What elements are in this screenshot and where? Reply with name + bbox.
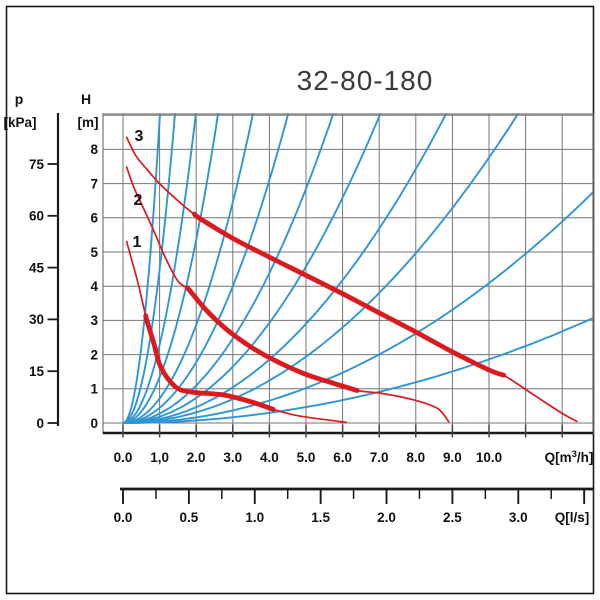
head-axis-symbol: H: [81, 91, 91, 107]
flow-tick-label: 7.0: [370, 450, 389, 465]
pressure-tick-label: 30: [29, 312, 44, 327]
pump-curve-label: 3: [135, 128, 144, 145]
system-curve: [122, 113, 219, 424]
flow-tick-label: 9.0: [443, 450, 462, 465]
pressure-axis-unit: [kPa]: [3, 115, 36, 130]
pump-curve-3-thick: [192, 211, 506, 378]
flow-tick-label: 5.0: [297, 450, 316, 465]
curves: [122, 113, 593, 424]
flow-tick-label: 3.0: [223, 450, 242, 465]
head-tick-label: 3: [90, 313, 98, 328]
grid: [103, 114, 593, 433]
head-tick-label: 4: [90, 279, 98, 294]
head-tick-label: 5: [90, 245, 98, 260]
system-curve: [122, 113, 335, 424]
head-tick-label: 8: [90, 142, 98, 157]
flow-tick-label: 10.0: [476, 450, 502, 465]
ls-tick-label: 0.5: [179, 510, 198, 525]
system-curve: [122, 113, 254, 424]
head-tick-label: 1: [90, 382, 98, 397]
pressure-axis-symbol: p: [15, 91, 24, 107]
head-tick-label: 6: [90, 211, 98, 226]
flow-axis-ls: 0.0 0.5 1.0 1.5 2.0 2.5 3.0 Q[l/s]: [114, 487, 593, 525]
system-curve: [122, 113, 519, 424]
ls-tick-label: 2.0: [377, 510, 396, 525]
flow-tick-label: 2.0: [187, 450, 206, 465]
system-curve: [122, 113, 161, 424]
ls-tick-label: 3.0: [509, 510, 528, 525]
flow-tick-label: 0.0: [114, 450, 133, 465]
ls-tick-label: 1.0: [245, 510, 264, 525]
ls-tick-label: 1.5: [311, 510, 330, 525]
plot-border: [102, 113, 594, 435]
pressure-tick-label: 45: [29, 260, 45, 275]
flow-tick-label: 4.0: [260, 450, 279, 465]
system-curve: [122, 113, 382, 424]
pressure-tick-label: 60: [29, 209, 44, 224]
chart-title: 32-80-180: [297, 65, 434, 96]
system-curve: [122, 113, 176, 424]
system-curve: [122, 317, 593, 424]
pressure-tick-label: 15: [29, 364, 45, 379]
pump-curve-label: 2: [134, 192, 143, 209]
head-tick-label: 0: [90, 416, 98, 431]
pump-curve-label: 1: [133, 234, 142, 251]
head-axis-unit: [m]: [78, 115, 99, 130]
flow-ls-axis-label: Q[l/s]: [555, 510, 590, 525]
pressure-tick-label: 75: [29, 157, 45, 172]
flow-tick-label: 1,0: [150, 450, 169, 465]
flow-tick-label: 8.0: [406, 450, 425, 465]
ls-tick-label: 0.0: [114, 510, 133, 525]
head-tick-label: 7: [90, 176, 98, 191]
flow-m3h-axis-label: Q[m3/h]: [545, 449, 594, 465]
flow-axis-m3h: 0.0 1,0 2.0 3.0 4.0 5.0 6.0 7.0 8.0 9.0 10.0 Q[m3/h…: [114, 424, 594, 465]
system-curve: [122, 113, 447, 424]
head-axis: 0 1 2 3 4 5 6 7 8: [90, 142, 98, 431]
pump-curve-1-thick: [143, 313, 276, 412]
system-curve: [122, 113, 290, 424]
pump-curve-2-thick: [184, 285, 360, 393]
flow-tick-label: 6.0: [333, 450, 352, 465]
system-curve: [122, 191, 593, 424]
pressure-tick-label: 0: [36, 416, 44, 431]
head-tick-label: 2: [90, 347, 98, 362]
pressure-axis: 0 15 30 45 60 75: [29, 113, 60, 431]
pump-curve-labels: 1 2 3: [133, 128, 144, 251]
system-curve: [122, 113, 197, 424]
ls-tick-label: 2.5: [443, 510, 462, 525]
